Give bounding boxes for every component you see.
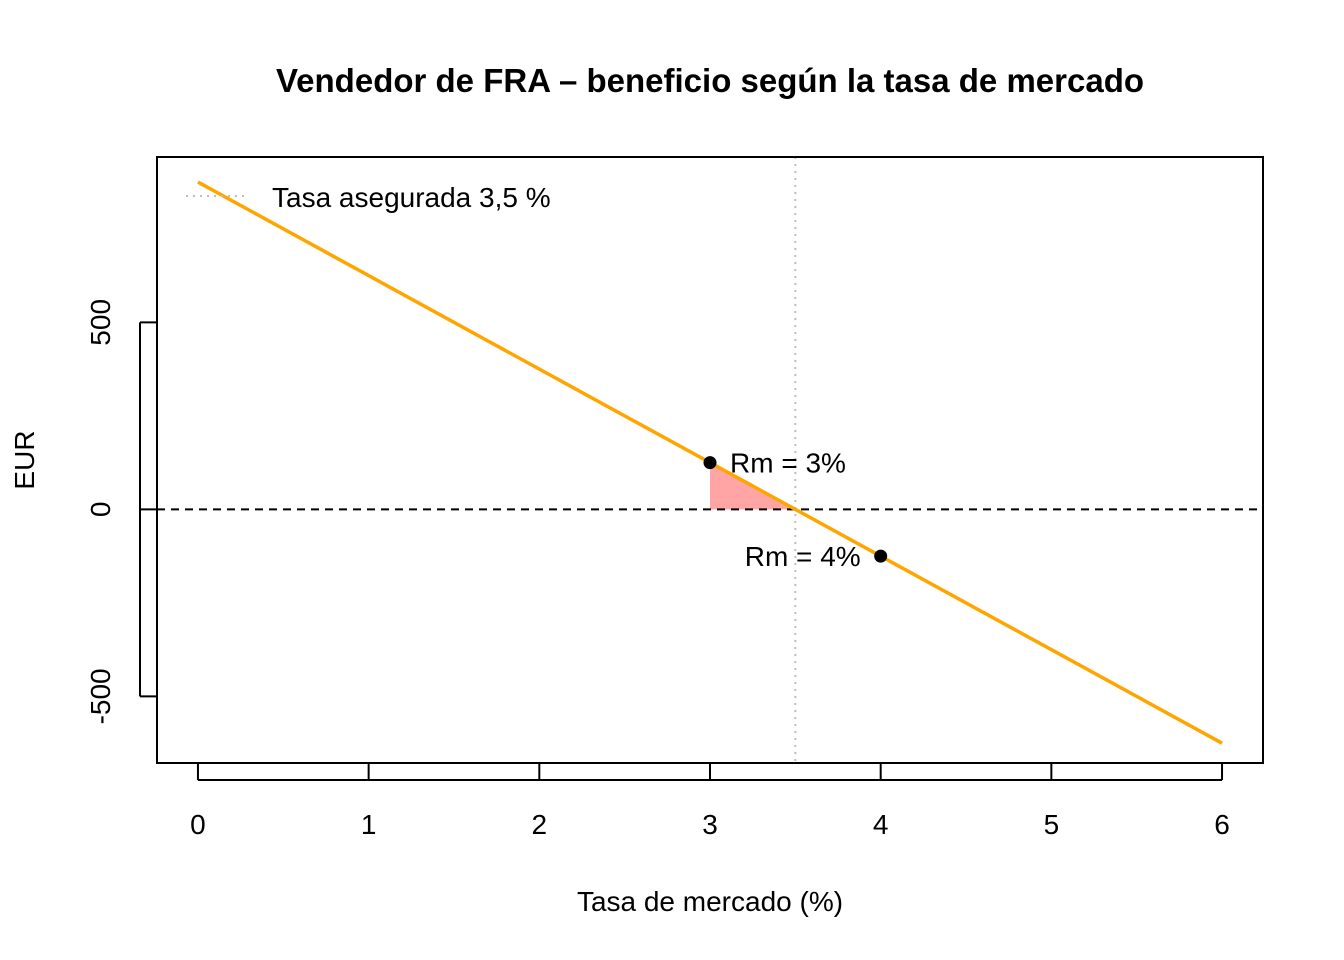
- x-tick-label: 0: [190, 809, 206, 840]
- point-label-1: Rm = 3%: [730, 448, 846, 479]
- x-tick-label: 2: [532, 809, 548, 840]
- x-axis-label: Tasa de mercado (%): [577, 886, 843, 917]
- point-label-2: Rm = 4%: [745, 541, 861, 572]
- data-point-1: [703, 456, 717, 470]
- data-point-2: [874, 549, 888, 563]
- y-axis-label: EUR: [9, 430, 40, 489]
- x-tick-label: 3: [702, 809, 718, 840]
- x-tick-label: 6: [1214, 809, 1230, 840]
- x-tick-label: 4: [873, 809, 889, 840]
- y-tick-label: -500: [85, 668, 116, 724]
- x-tick-label: 5: [1044, 809, 1060, 840]
- chart-title: Vendedor de FRA – beneficio según la tas…: [276, 62, 1144, 99]
- x-tick-label: 1: [361, 809, 377, 840]
- y-tick-label: 0: [85, 502, 116, 518]
- y-tick-label: 500: [85, 299, 116, 346]
- plot-frame: [156, 156, 1264, 764]
- legend-label: Tasa asegurada 3,5 %: [272, 182, 551, 213]
